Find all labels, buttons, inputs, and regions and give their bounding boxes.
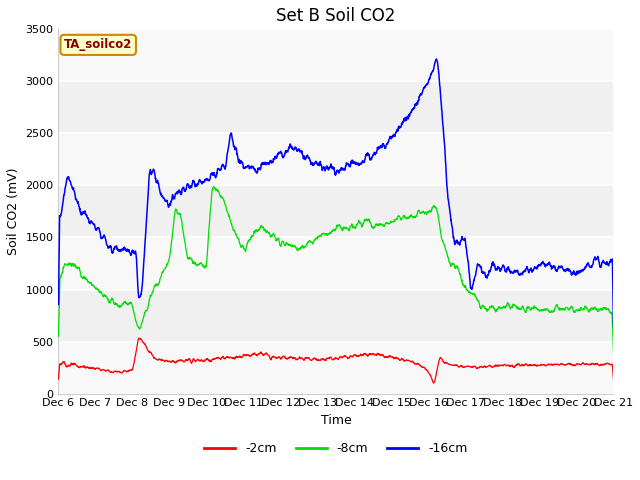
Legend: -2cm, -8cm, -16cm: -2cm, -8cm, -16cm (199, 437, 473, 460)
Title: Set B Soil CO2: Set B Soil CO2 (276, 7, 396, 25)
Text: TA_soilco2: TA_soilco2 (64, 38, 132, 51)
Bar (58, 342, 614, 394)
Y-axis label: Soil CO2 (mV): Soil CO2 (mV) (7, 168, 20, 255)
Bar (58, 238, 614, 289)
Bar (58, 29, 614, 81)
X-axis label: Time: Time (321, 414, 351, 427)
Bar (58, 133, 614, 185)
